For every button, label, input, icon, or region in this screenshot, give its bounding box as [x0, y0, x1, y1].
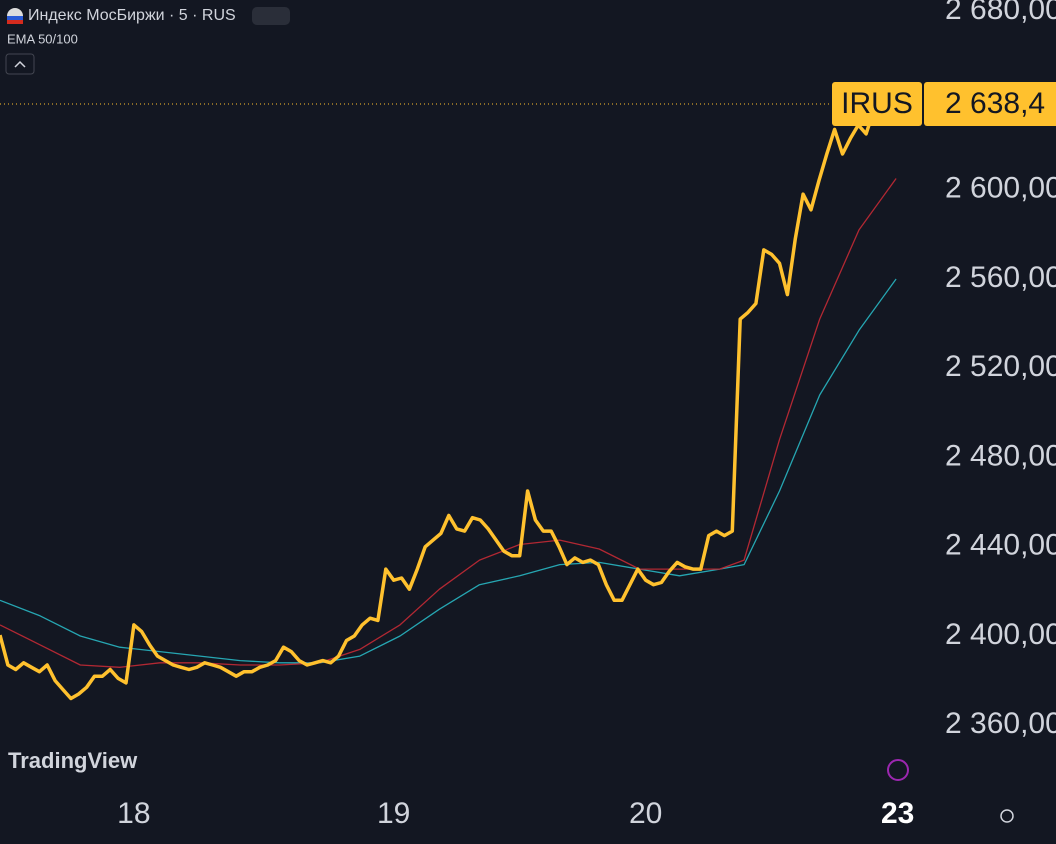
y-tick-label: 2 480,00 [945, 439, 1056, 472]
indicator-label: EMA 50/100 [7, 31, 78, 46]
status-pill [252, 7, 290, 25]
price-label: 2 638,4 [945, 87, 1045, 120]
settings-icon[interactable] [1000, 809, 1014, 823]
flag-stripe [7, 20, 23, 24]
y-tick-label: 2 600,00 [945, 172, 1056, 205]
symbol-tag [832, 81, 922, 126]
chart-title: Индекс МосБиржи · 5 · RUS [28, 7, 236, 24]
x-tick-label: 23 [881, 797, 914, 830]
x-tick-label: 19 [377, 797, 410, 830]
alert-icon[interactable] [887, 759, 909, 781]
price-tag [924, 81, 1056, 126]
y-tick-label: 2 520,00 [945, 350, 1056, 383]
y-tick-label: 2 400,00 [945, 618, 1056, 651]
y-tick-label: 2 560,00 [945, 261, 1056, 294]
flag-stripe [7, 16, 23, 20]
collapse-button[interactable] [5, 53, 35, 75]
y-tick-label: 2 440,00 [945, 529, 1056, 562]
y-tick-label: 2 360,00 [945, 707, 1056, 740]
x-tick-label: 20 [629, 797, 662, 830]
x-tick-label: 18 [117, 797, 150, 830]
series-line [0, 178, 897, 668]
series-line [0, 102, 883, 701]
symbol-label: IRUS [841, 87, 913, 120]
watermark: TradingView [8, 748, 138, 773]
collapse-arrow [14, 60, 26, 68]
y-tick-label: 2 680,00 [945, 0, 1056, 26]
